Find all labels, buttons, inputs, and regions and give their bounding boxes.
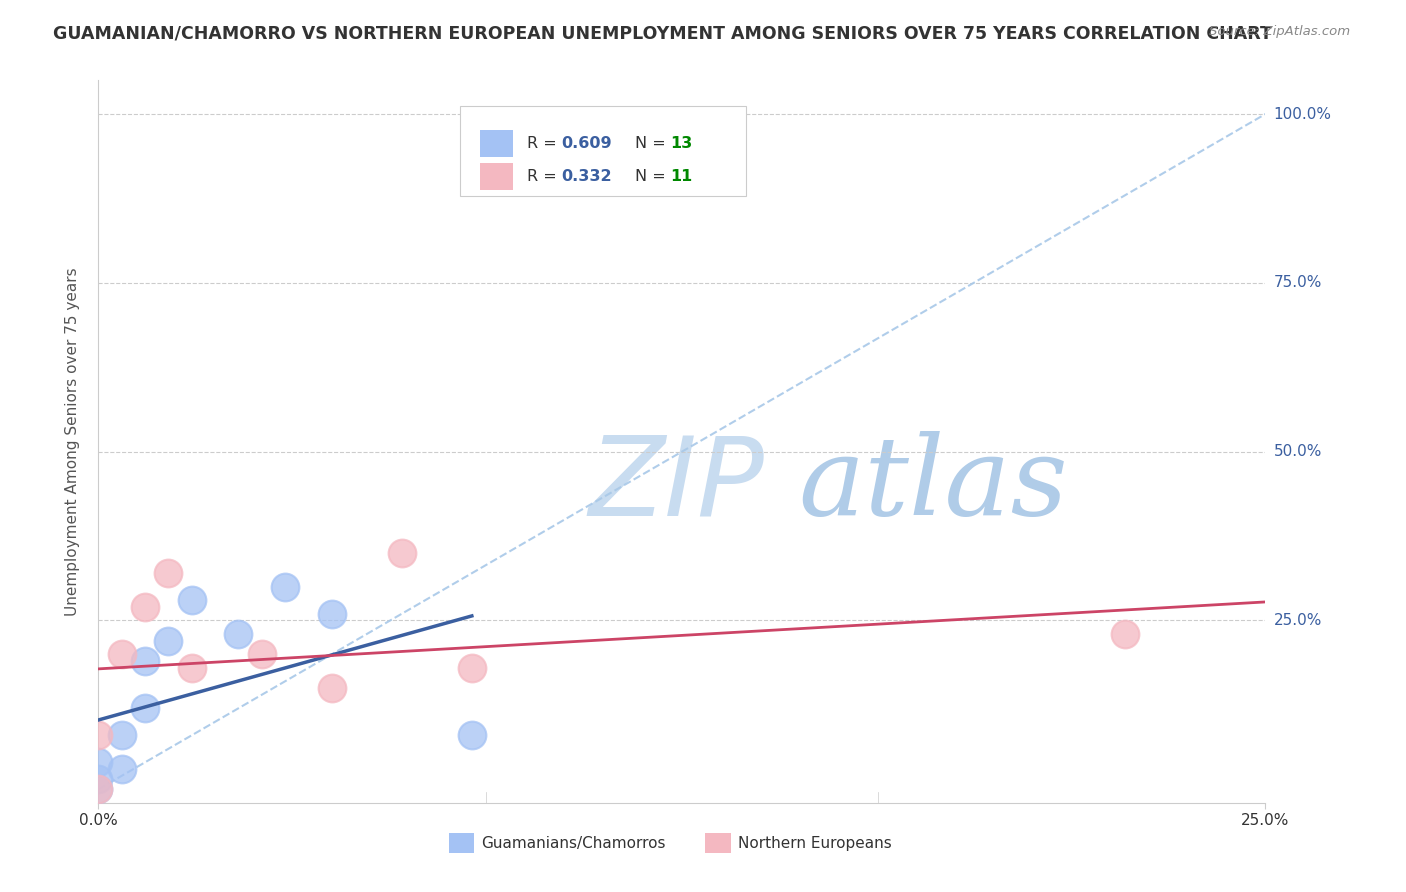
- Text: 0.609: 0.609: [562, 136, 613, 151]
- Bar: [706, 833, 731, 854]
- Point: [87, 782, 110, 797]
- Point: [321, 607, 343, 621]
- Point: [134, 599, 156, 614]
- Text: 50.0%: 50.0%: [1274, 444, 1322, 459]
- Point: [111, 647, 134, 661]
- Point: [134, 701, 156, 715]
- Bar: [479, 129, 513, 157]
- Point: [321, 681, 343, 695]
- Point: [87, 728, 110, 742]
- Point: [111, 762, 134, 776]
- Text: R =: R =: [527, 136, 561, 151]
- Point: [87, 772, 110, 787]
- Point: [180, 593, 202, 607]
- Text: 100.0%: 100.0%: [1274, 106, 1331, 121]
- Point: [250, 647, 273, 661]
- Point: [391, 546, 413, 560]
- Text: N =: N =: [636, 169, 671, 184]
- Point: [1114, 627, 1136, 641]
- Y-axis label: Unemployment Among Seniors over 75 years: Unemployment Among Seniors over 75 years: [65, 268, 80, 615]
- Bar: [479, 163, 513, 190]
- Text: GUAMANIAN/CHAMORRO VS NORTHERN EUROPEAN UNEMPLOYMENT AMONG SENIORS OVER 75 YEARS: GUAMANIAN/CHAMORRO VS NORTHERN EUROPEAN …: [53, 25, 1272, 43]
- Point: [228, 627, 250, 641]
- Text: atlas: atlas: [799, 431, 1069, 539]
- Text: R =: R =: [527, 169, 561, 184]
- Point: [157, 566, 180, 581]
- Text: 13: 13: [671, 136, 693, 151]
- Point: [461, 661, 484, 675]
- Text: Northern Europeans: Northern Europeans: [738, 836, 891, 851]
- Text: 75.0%: 75.0%: [1274, 276, 1322, 291]
- Point: [111, 728, 134, 742]
- Text: Source: ZipAtlas.com: Source: ZipAtlas.com: [1209, 25, 1350, 38]
- Point: [180, 661, 202, 675]
- Text: 11: 11: [671, 169, 693, 184]
- Text: Guamanians/Chamorros: Guamanians/Chamorros: [481, 836, 665, 851]
- Point: [274, 580, 297, 594]
- Point: [157, 633, 180, 648]
- Point: [461, 728, 484, 742]
- Bar: [449, 833, 474, 854]
- Text: N =: N =: [636, 136, 671, 151]
- Point: [87, 782, 110, 797]
- Text: 25.0%: 25.0%: [1274, 613, 1322, 628]
- Point: [87, 756, 110, 770]
- Text: 0.332: 0.332: [562, 169, 613, 184]
- FancyBboxPatch shape: [460, 105, 747, 196]
- Point: [134, 654, 156, 668]
- Text: ZIP: ZIP: [589, 432, 765, 539]
